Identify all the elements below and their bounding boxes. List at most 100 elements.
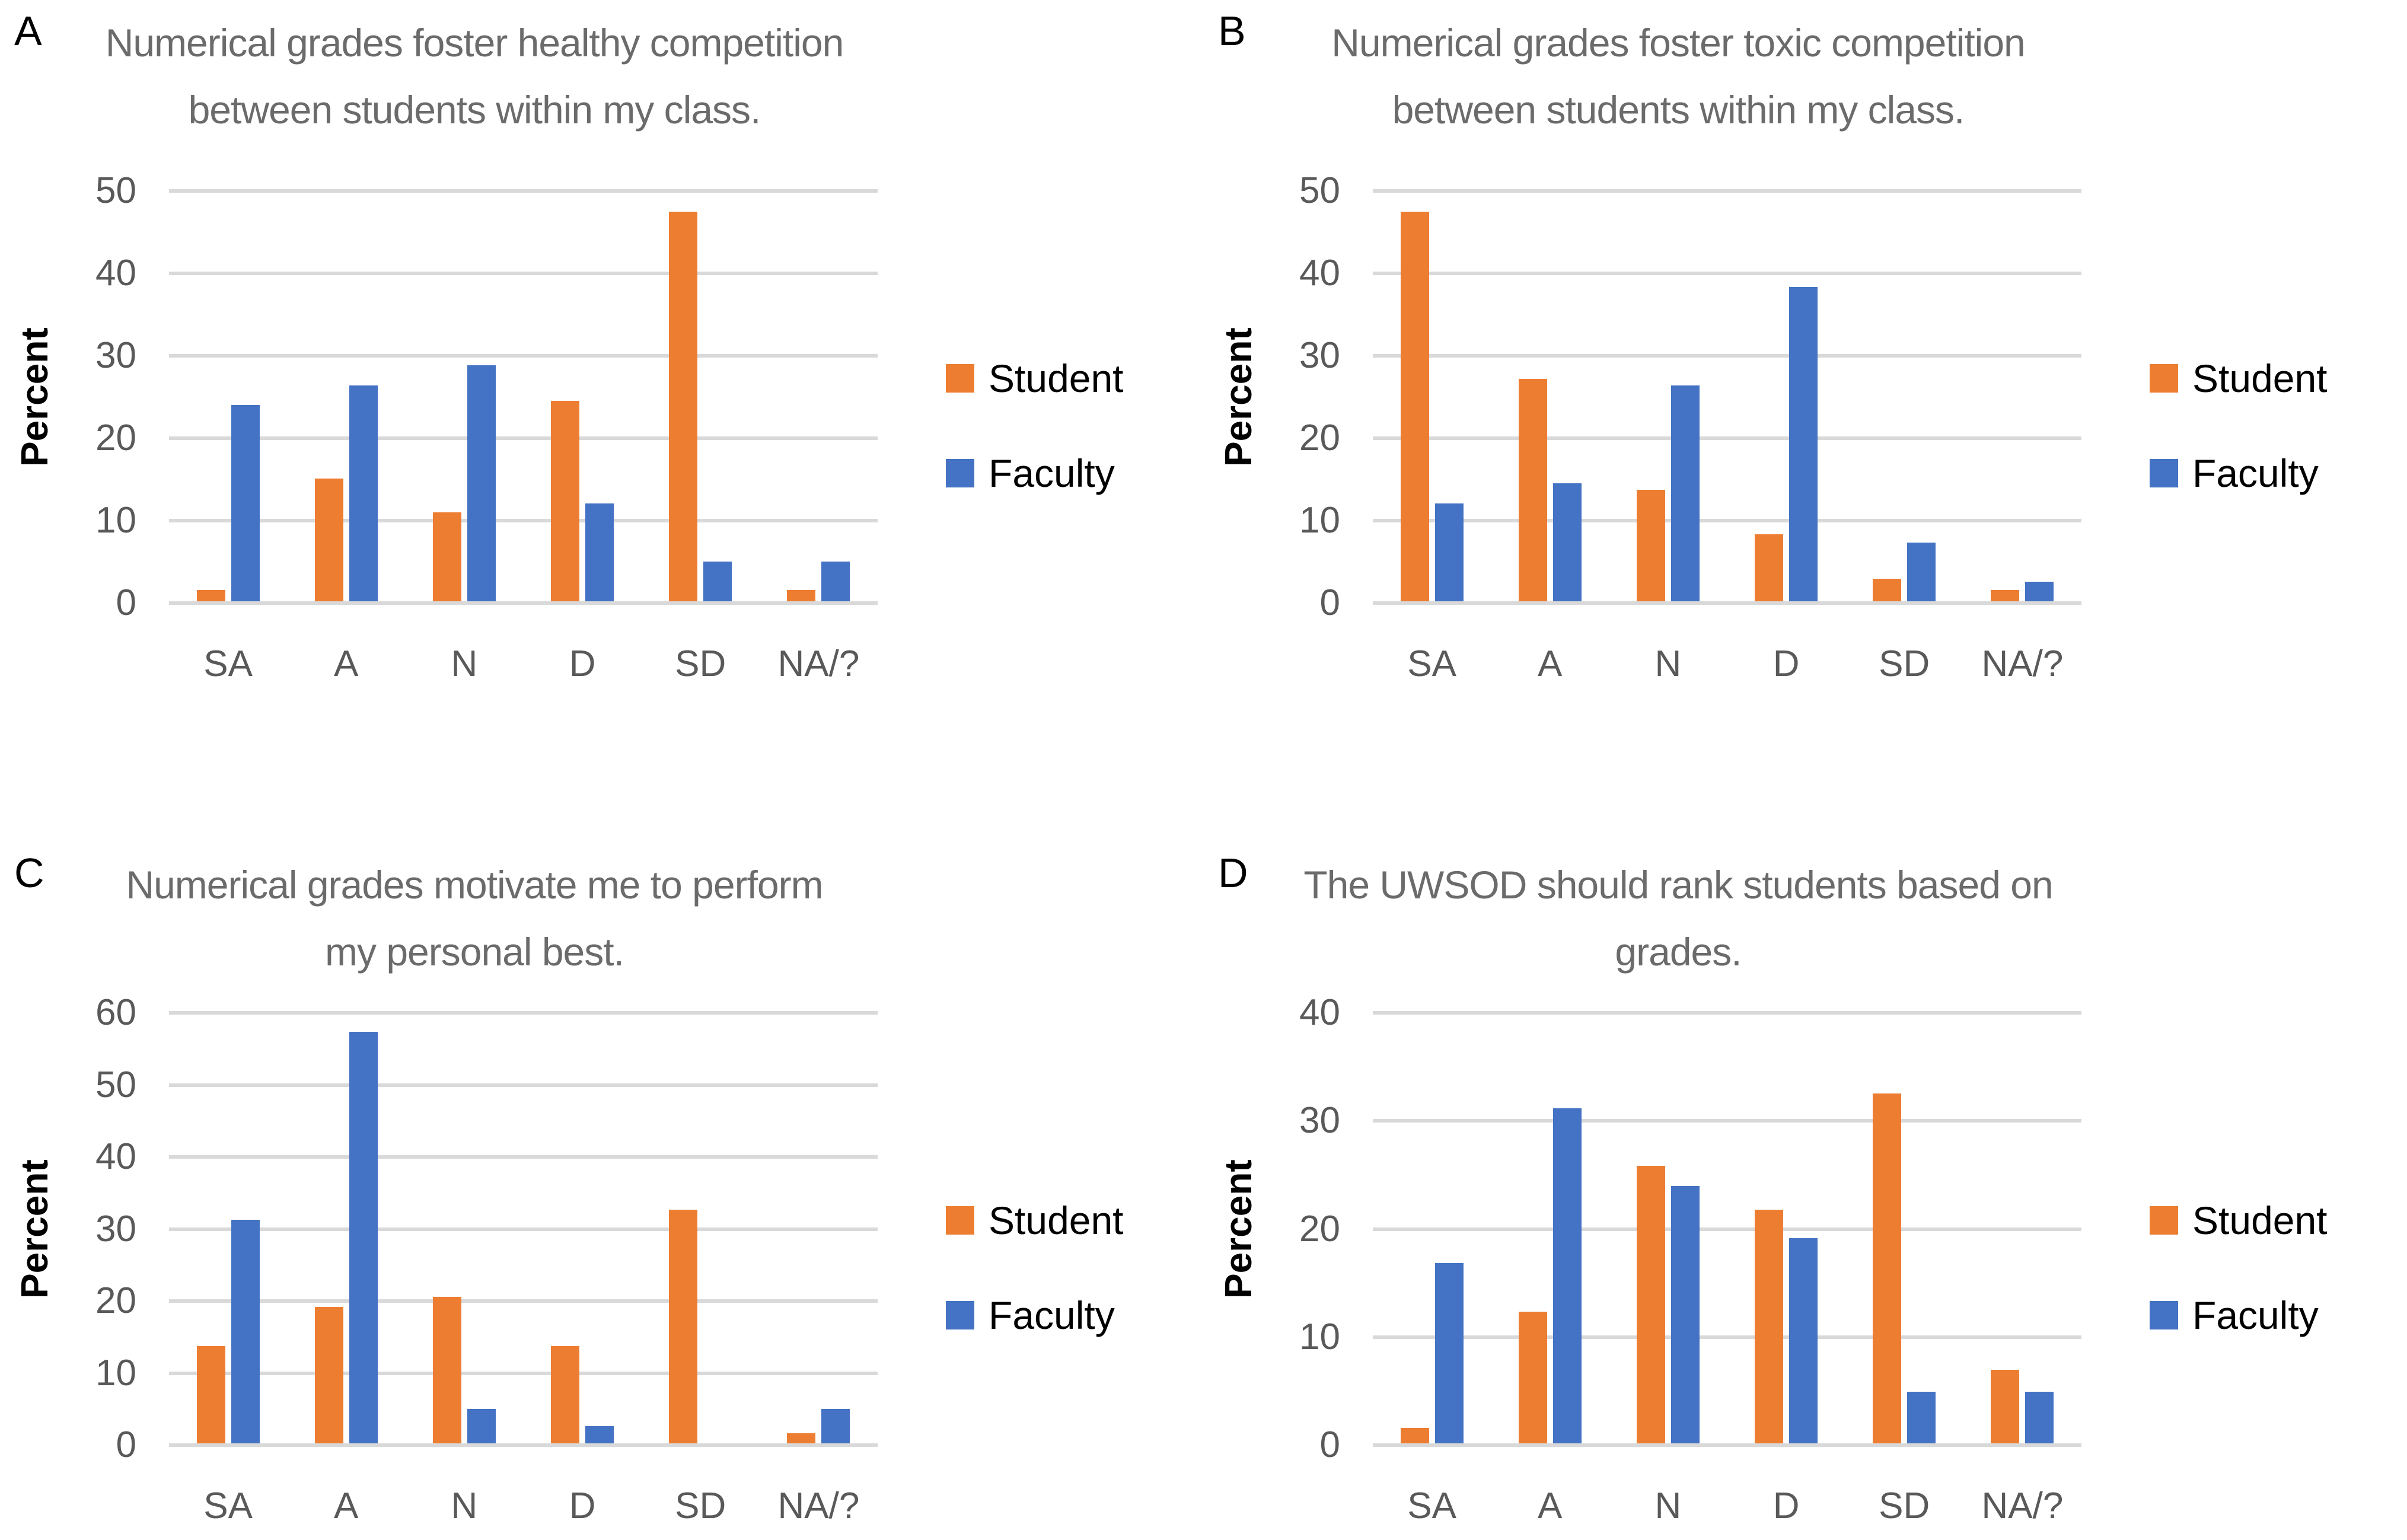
gridline-20: [1373, 436, 2081, 440]
chart-panel-b: B Numerical grades foster toxic competit…: [1204, 0, 2407, 770]
bar-faculty-a: [1552, 1108, 1582, 1443]
faculty-swatch-icon: [2150, 459, 2178, 487]
bar-faculty-sa: [231, 1220, 260, 1443]
legend-label-faculty: Faculty: [989, 1293, 1115, 1337]
gridline-50: [169, 1083, 878, 1087]
legend-item-faculty: Faculty: [2150, 1296, 2319, 1335]
bar-student-na/?: [1991, 1370, 2020, 1443]
x-category-label-na/?: NA/?: [777, 1485, 860, 1526]
legend-item-student: Student: [946, 359, 1124, 398]
faculty-swatch-icon: [2150, 1301, 2178, 1329]
legend-label-faculty: Faculty: [989, 451, 1115, 495]
y-tick-30: 30: [95, 335, 136, 376]
x-category-label-sd: SD: [675, 1485, 726, 1526]
chart-panel-c: C Numerical grades motivate me to perfor…: [0, 770, 1203, 1540]
y-tick-0: 0: [116, 1424, 136, 1465]
chart-panel-a: A Numerical grades foster healthy compet…: [0, 0, 1203, 770]
legend-item-student: Student: [946, 1201, 1124, 1240]
y-tick-10: 10: [95, 1352, 136, 1394]
y-tick-60: 60: [95, 992, 136, 1033]
y-tick-10: 10: [1299, 1316, 1340, 1357]
y-tick-40: 40: [1299, 992, 1340, 1033]
y-tick-40: 40: [95, 1136, 136, 1177]
panel-letter-c: C: [14, 850, 44, 896]
gridline-20: [169, 1299, 878, 1303]
bar-faculty-sd: [1907, 1391, 1936, 1443]
x-category-label-d: D: [569, 1485, 596, 1526]
legend-item-student: Student: [2150, 359, 2328, 398]
x-category-label-d: D: [1772, 643, 1800, 684]
bar-student-sd: [669, 1210, 698, 1443]
bar-student-sa: [196, 1345, 225, 1443]
chart-title-line1: Numerical grades foster toxic competitio…: [1331, 21, 2026, 65]
y-tick-20: 20: [1299, 417, 1340, 458]
chart-title-line2: grades.: [1615, 930, 1742, 974]
bar-student-na/?: [787, 589, 816, 601]
student-swatch-icon: [946, 364, 974, 393]
x-category-label-d: D: [569, 643, 596, 684]
panel-letter-a: A: [14, 8, 42, 54]
x-category-label-a: A: [334, 1485, 359, 1526]
bar-student-sa: [1400, 211, 1429, 601]
bar-student-a: [1518, 1311, 1547, 1443]
bar-faculty-a: [349, 385, 378, 601]
bar-student-sd: [1873, 579, 1902, 601]
student-swatch-icon: [2150, 1206, 2178, 1235]
legend-label-faculty: Faculty: [2192, 451, 2319, 495]
legend-item-faculty: Faculty: [2150, 454, 2319, 493]
y-tick-40: 40: [1299, 253, 1340, 294]
bar-faculty-d: [1789, 287, 1818, 601]
gridline-60: [169, 1011, 878, 1015]
bar-student-sa: [196, 589, 225, 601]
bar-student-d: [551, 401, 580, 601]
student-swatch-icon: [2150, 364, 2178, 393]
student-swatch-icon: [946, 1206, 974, 1235]
x-category-label-n: N: [1654, 643, 1682, 684]
bar-faculty-sa: [1434, 503, 1464, 601]
panel-letter-b: B: [1218, 8, 1246, 54]
chart-title-c: Numerical grades motivate me to perform …: [36, 852, 913, 986]
x-category-label-sa: SA: [1407, 1485, 1456, 1526]
legend-label-student: Student: [989, 1198, 1124, 1242]
x-category-label-d: D: [1772, 1485, 1800, 1526]
bar-faculty-sd: [703, 562, 732, 601]
gridline-30: [1373, 1119, 2081, 1123]
bar-faculty-d: [585, 1426, 614, 1443]
bar-faculty-a: [1552, 483, 1582, 601]
y-tick-30: 30: [1299, 335, 1340, 376]
bar-faculty-n: [467, 365, 496, 601]
bar-faculty-na/?: [821, 562, 850, 601]
bar-student-n: [1636, 1165, 1665, 1443]
legend-item-faculty: Faculty: [946, 454, 1115, 493]
y-tick-10: 10: [95, 500, 136, 541]
chart-title-a: Numerical grades foster healthy competit…: [36, 9, 913, 144]
gridline-0: [1373, 1443, 2081, 1447]
gridline-0: [1373, 601, 2081, 605]
gridline-0: [169, 601, 878, 605]
faculty-swatch-icon: [946, 1301, 974, 1329]
bar-faculty-na/?: [821, 1408, 850, 1443]
bar-faculty-sa: [1434, 1262, 1464, 1443]
gridline-30: [169, 1227, 878, 1231]
chart-panel-d: D The UWSOD should rank students based o…: [1204, 770, 2407, 1540]
x-category-label-n: N: [451, 643, 478, 684]
y-tick-30: 30: [95, 1208, 136, 1249]
gridline-10: [1373, 1335, 2081, 1339]
chart-title-b: Numerical grades foster toxic competitio…: [1239, 9, 2117, 144]
bar-faculty-n: [467, 1408, 496, 1443]
bar-student-sa: [1400, 1428, 1429, 1443]
gridline-40: [1373, 272, 2081, 275]
x-category-label-na/?: NA/?: [777, 643, 860, 684]
bar-student-na/?: [1991, 589, 2020, 601]
y-tick-40: 40: [95, 253, 136, 294]
x-category-label-sd: SD: [1879, 643, 1930, 684]
x-category-label-sa: SA: [203, 1485, 253, 1526]
faculty-swatch-icon: [946, 459, 974, 487]
chart-title-d: The UWSOD should rank students based on …: [1239, 852, 2117, 986]
y-tick-0: 0: [116, 582, 136, 623]
y-tick-50: 50: [95, 1064, 136, 1105]
bar-faculty-sa: [231, 405, 260, 601]
gridline-10: [169, 519, 878, 522]
gridline-10: [1373, 519, 2081, 522]
chart-title-line1: Numerical grades foster healthy competit…: [105, 21, 844, 65]
